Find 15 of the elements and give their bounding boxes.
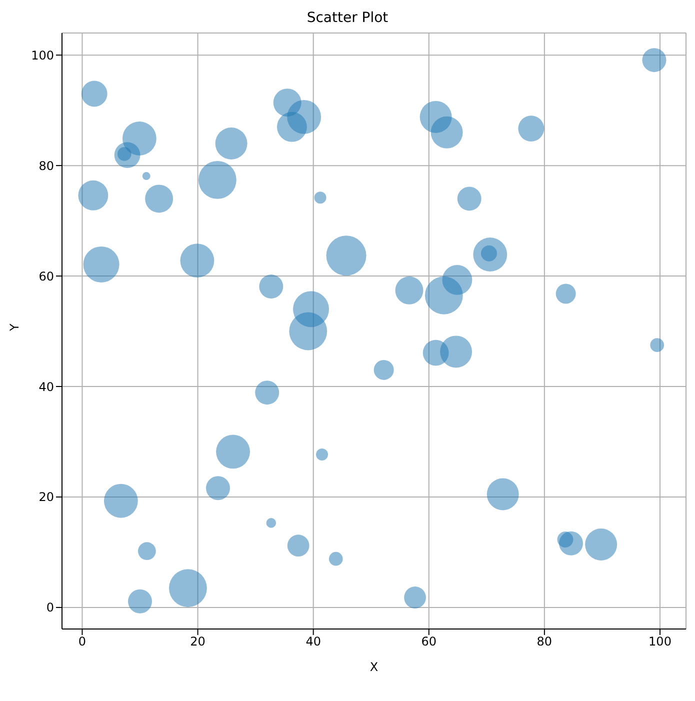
chart-title: Scatter Plot	[306, 10, 390, 26]
x-tick-label: 80	[536, 634, 552, 649]
x-axis-title: X	[370, 660, 378, 674]
y-tick-label: 40	[38, 380, 54, 394]
x-tick-label: 40	[306, 634, 321, 649]
x-tick-label: 100	[648, 634, 672, 649]
y-tick-label: 20	[38, 490, 54, 504]
y-tick-label: 0	[46, 600, 54, 615]
x-tick-label: 60	[421, 634, 437, 649]
y-tick-label: 80	[38, 158, 54, 173]
y-tick-label: 100	[31, 48, 54, 62]
y-tick-label: 60	[38, 269, 54, 284]
x-tick-label: 0	[78, 634, 86, 649]
y-axis-title: Y	[7, 323, 22, 332]
x-tick-label: 20	[190, 634, 206, 649]
